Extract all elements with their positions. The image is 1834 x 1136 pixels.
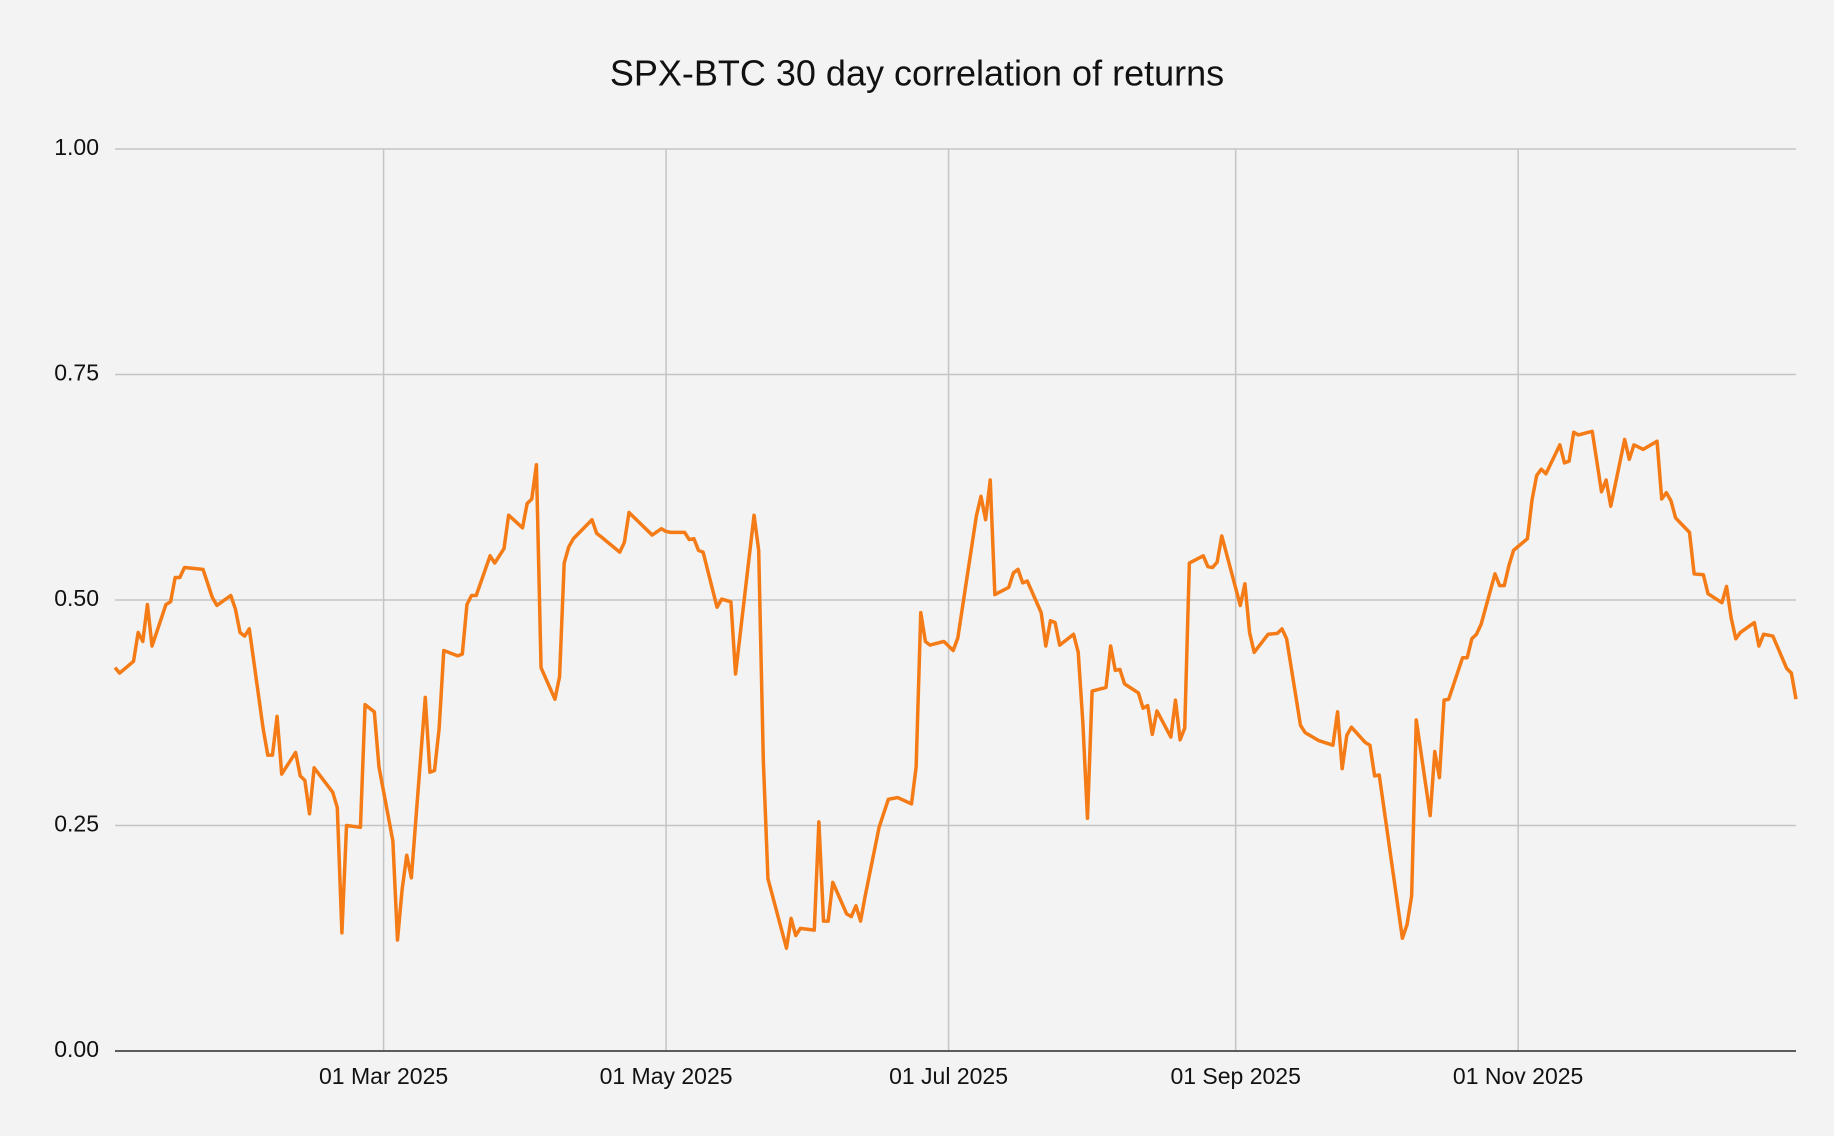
y-tick-label: 0.00 — [54, 1036, 99, 1062]
x-tick-label: 01 Mar 2025 — [319, 1063, 448, 1089]
chart-title: SPX-BTC 30 day correlation of returns — [610, 53, 1224, 94]
x-tick-label: 01 Sep 2025 — [1170, 1063, 1300, 1089]
y-tick-label: 0.75 — [54, 360, 99, 386]
y-tick-label: 0.25 — [54, 811, 99, 837]
y-tick-label: 1.00 — [54, 134, 99, 160]
x-tick-label: 01 Jul 2025 — [889, 1063, 1008, 1089]
y-tick-label: 0.50 — [54, 585, 99, 611]
series-line — [113, 429, 1798, 950]
x-tick-label: 01 May 2025 — [600, 1063, 733, 1089]
x-tick-label: 01 Nov 2025 — [1453, 1063, 1583, 1089]
